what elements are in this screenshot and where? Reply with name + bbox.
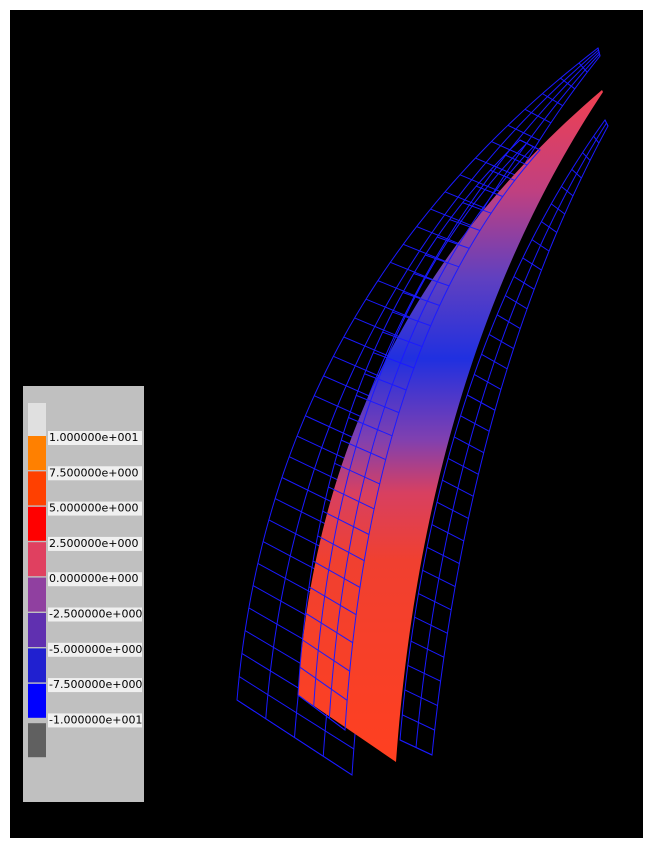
- legend-label: 5.000000e+000: [49, 502, 138, 515]
- legend-label: -7.500000e+000: [49, 678, 142, 691]
- legend-swatch: [28, 648, 46, 682]
- legend-label: 2.500000e+000: [49, 537, 138, 550]
- legend-swatch: [28, 542, 46, 576]
- page: 1.000000e+001 7.500000e+000 5.000000e+000 2…: [0, 0, 653, 848]
- legend-swatch: [28, 613, 46, 647]
- legend-label: -1.000000e+001: [49, 713, 142, 726]
- legend-swatch: [28, 723, 46, 757]
- legend-label: -5.000000e+000: [49, 643, 142, 656]
- legend-swatch: [28, 578, 46, 612]
- legend-swatch: [28, 684, 46, 718]
- legend-swatch: [28, 403, 46, 436]
- legend-swatch: [28, 471, 46, 505]
- legend-label: 1.000000e+001: [49, 431, 138, 444]
- legend-label: 0.000000e+000: [49, 572, 138, 585]
- viewport: 1.000000e+001 7.500000e+000 5.000000e+000 2…: [0, 0, 653, 848]
- legend-swatch: [28, 507, 46, 541]
- legend-label: -2.500000e+000: [49, 608, 142, 621]
- legend-swatch: [28, 436, 46, 470]
- legend-label: 7.500000e+000: [49, 466, 138, 479]
